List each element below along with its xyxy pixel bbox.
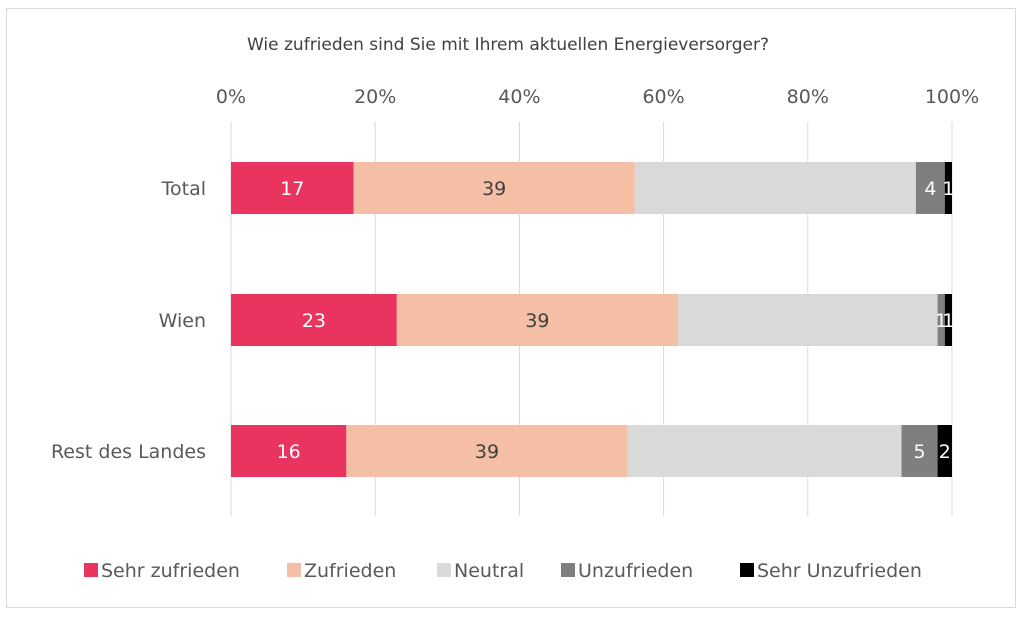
category-label-total: Total xyxy=(161,178,206,200)
legend-label-neutral: Neutral xyxy=(454,560,524,582)
x-tick-label: 100% xyxy=(925,86,979,108)
data-label-sehr-zufrieden-total: 17 xyxy=(280,178,304,200)
bar-zufrieden-rest-des-landes xyxy=(346,425,628,477)
legend-swatch-sehr-zufrieden xyxy=(84,563,98,577)
bar-neutral-rest-des-landes xyxy=(627,425,902,477)
data-label-unzufrieden-wien: 1 xyxy=(935,310,947,332)
bar-neutral-total xyxy=(634,162,916,214)
data-label-zufrieden-wien: 39 xyxy=(525,310,549,332)
x-tick-label: 20% xyxy=(354,86,396,108)
data-label-sehr-zufrieden-wien: 23 xyxy=(302,310,326,332)
bar-unzufrieden-total xyxy=(915,162,945,214)
data-label-sehr-unzufrieden-total: 1 xyxy=(942,178,954,200)
bar-neutral-wien xyxy=(678,294,938,346)
category-label-rest-des-landes: Rest des Landes xyxy=(51,441,206,463)
legend-swatch-unzufrieden xyxy=(561,563,575,577)
data-label-zufrieden-rest-des-landes: 39 xyxy=(475,441,499,463)
category-labels: Total Wien Rest des Landes xyxy=(51,178,206,463)
legend: Sehr zufrieden Zufrieden Neutral Unzufriede… xyxy=(84,560,922,582)
legend-swatch-sehr-unzufrieden xyxy=(740,563,754,577)
legend-swatch-zufrieden xyxy=(287,563,301,577)
data-label-zufrieden-total: 39 xyxy=(482,178,506,200)
bar-unzufrieden-wien xyxy=(937,294,945,346)
data-label-sehr-unzufrieden-wien: 1 xyxy=(942,310,954,332)
legend-label-zufrieden: Zufrieden xyxy=(304,560,396,582)
category-label-wien: Wien xyxy=(159,310,206,332)
bar-zufrieden-wien xyxy=(396,294,679,346)
data-label-sehr-zufrieden-rest-des-landes: 16 xyxy=(277,441,301,463)
legend-label-unzufrieden: Unzufrieden xyxy=(578,560,693,582)
bar-sehr-zufrieden-total xyxy=(231,162,354,214)
legend-label-sehr-unzufrieden: Sehr Unzufrieden xyxy=(757,560,922,582)
x-axis-ticks: 0% 20% 40% 60% 80% 100% xyxy=(216,86,979,108)
data-label-sehr-unzufrieden-rest-des-landes: 2 xyxy=(939,441,951,463)
bar-unzufrieden-rest-des-landes xyxy=(901,425,938,477)
x-tick-label: 40% xyxy=(498,86,540,108)
data-label-unzufrieden-total: 4 xyxy=(924,178,936,200)
bar-sehr-zufrieden-rest-des-landes xyxy=(231,425,347,477)
legend-swatch-neutral xyxy=(437,563,451,577)
bar-sehr-unzufrieden-rest-des-landes xyxy=(937,425,952,477)
x-tick-label: 60% xyxy=(642,86,684,108)
bar-sehr-unzufrieden-total xyxy=(944,162,952,214)
x-tick-label: 0% xyxy=(216,86,246,108)
bar-zufrieden-total xyxy=(353,162,635,214)
bar-sehr-zufrieden-wien xyxy=(231,294,397,346)
data-label-unzufrieden-rest-des-landes: 5 xyxy=(914,441,926,463)
chart-title: Wie zufrieden sind Sie mit Ihrem aktuell… xyxy=(247,35,769,55)
x-tick-label: 80% xyxy=(787,86,829,108)
legend-label-sehr-zufrieden: Sehr zufrieden xyxy=(101,560,240,582)
bar-sehr-unzufrieden-wien xyxy=(944,294,952,346)
